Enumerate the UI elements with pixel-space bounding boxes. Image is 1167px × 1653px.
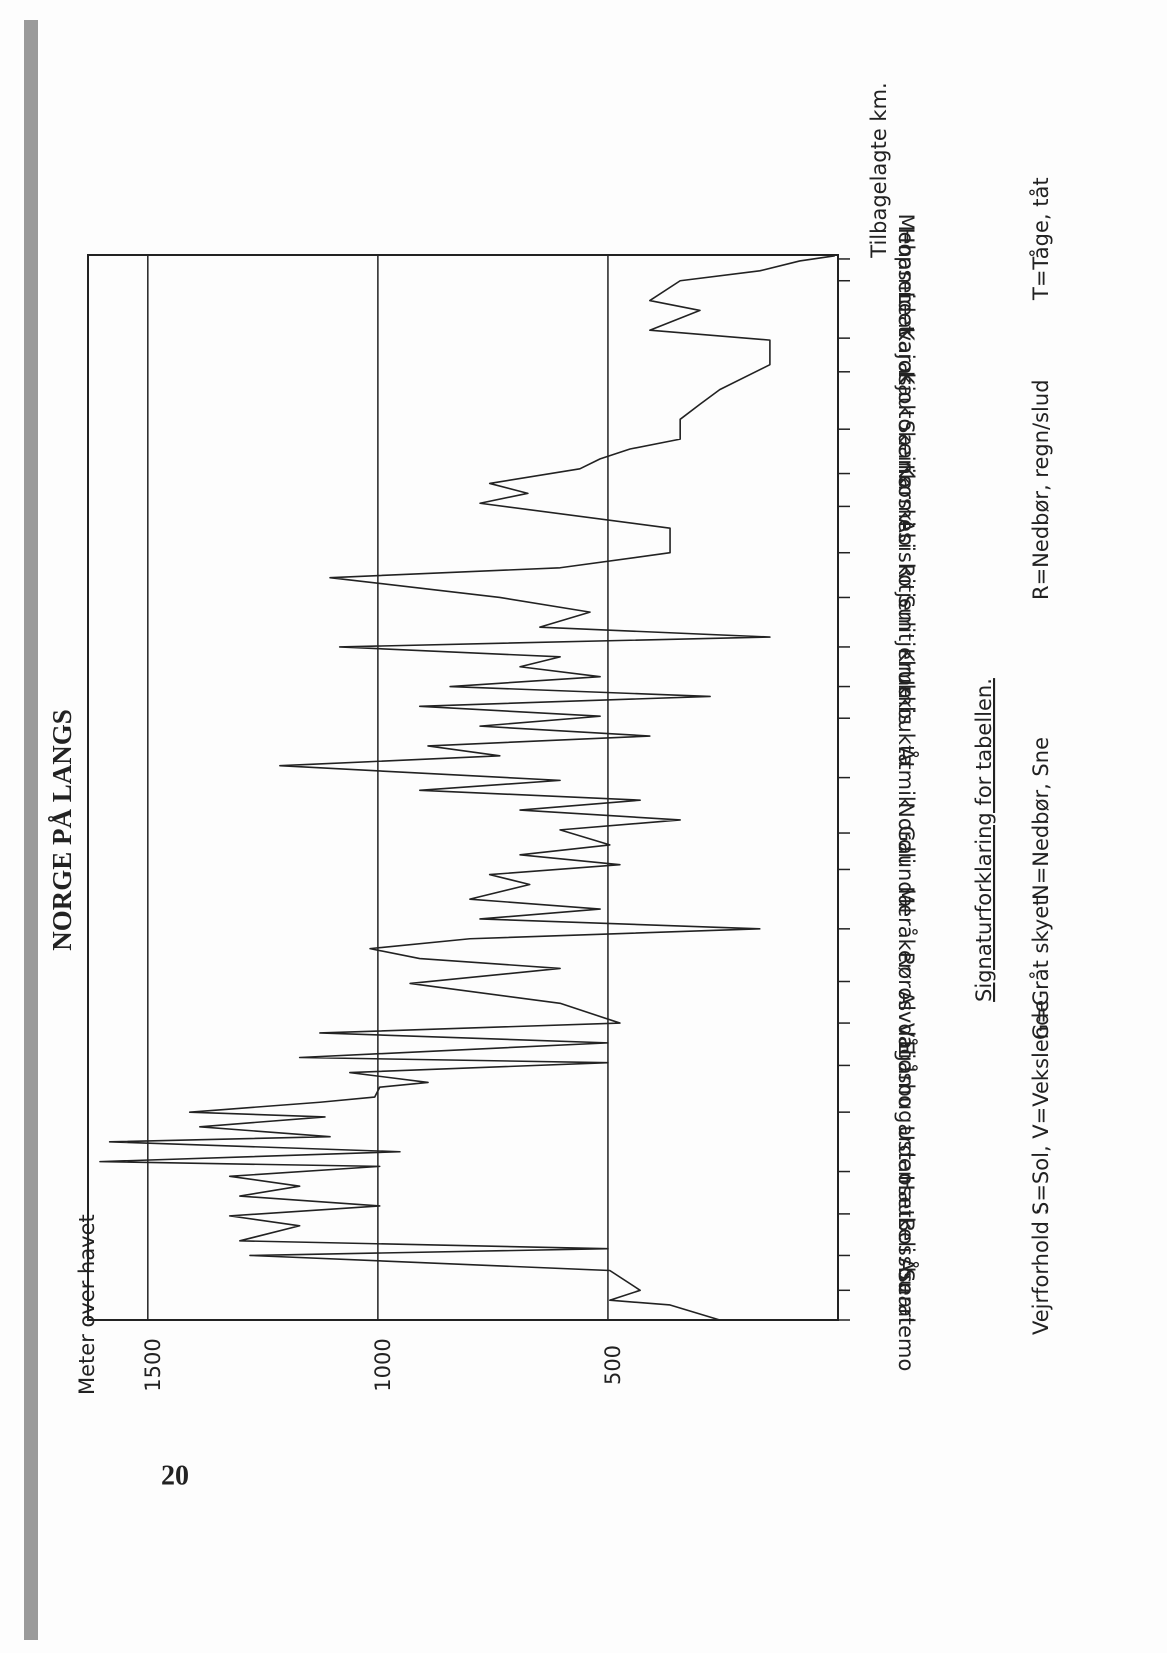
y-tick-label: 1000 <box>371 1338 395 1391</box>
x-tick-label: Haukeli <box>894 1175 918 1253</box>
x-tick-label: Snartemo <box>894 1269 918 1372</box>
x-tick-label: Mehamn <box>894 213 918 304</box>
x-tick-label: Sulitjelma <box>894 595 918 699</box>
x-tick-label: Abisko <box>894 518 918 587</box>
x-tick-label: Karasjok <box>894 327 918 417</box>
x-axis-label: Tilbagelagte km. <box>867 82 891 258</box>
plot-frame <box>87 254 839 1321</box>
x-tick-label: Hopseidet <box>894 228 918 334</box>
x-tick-label: Vågåmo <box>894 1023 919 1108</box>
x-tick-label: Åseral <box>894 1258 920 1324</box>
x-tick-label: Gaundal <box>894 826 918 914</box>
x-tick-label: Åtmik <box>894 747 920 809</box>
x-tick-label: Karmesi <box>894 464 918 549</box>
y-tick-label: 1500 <box>141 1338 165 1391</box>
x-tick-label: Krukkis <box>894 648 918 725</box>
x-tick-label: Meråker <box>894 886 919 972</box>
x-tick-label: Leavajok <box>894 292 918 386</box>
x-tick-label: Eidsbugarden <box>894 1040 918 1184</box>
legend-heading: Signaturforklaring for tabellen. <box>972 678 996 1002</box>
x-tick-label: Ustaoset <box>894 1125 918 1217</box>
legend-label: Vejrforhold : <box>1029 1207 1053 1335</box>
scan-edge <box>24 20 38 1640</box>
legend-item: T=Tåge, tåt <box>1028 177 1053 301</box>
plot: 500 1000 1500 SnartemoÅseralBossbuHaukeliUs… <box>99 213 920 1392</box>
x-tick-label: Røros <box>894 952 918 1011</box>
elevation-line <box>99 255 835 1321</box>
x-tick-label: Ritjem <box>894 564 918 632</box>
x-tick-label: Umbukta <box>894 670 918 766</box>
x-tick-label: Nordli <box>894 802 918 864</box>
x-tick-label: Alvdal <box>894 991 918 1056</box>
page-number: 20 <box>161 1460 189 1491</box>
legend-item: N=Nedbør, Sne <box>1029 737 1053 900</box>
legend-item: G=Gråt skyet <box>1028 898 1053 1041</box>
y-tick-label: 500 <box>601 1345 625 1385</box>
x-tick-label: Kautokeino <box>894 371 918 488</box>
x-tick-label: Bossbu <box>894 1218 918 1294</box>
legend-item: R=Nedbør, regn/slud <box>1029 379 1053 600</box>
chart-title: NORGE PÅ LANGS <box>47 709 77 951</box>
legend-item: S=Sol, V=Vekslende <box>1029 1000 1053 1215</box>
x-tick-label: Saarikoski <box>894 420 918 527</box>
